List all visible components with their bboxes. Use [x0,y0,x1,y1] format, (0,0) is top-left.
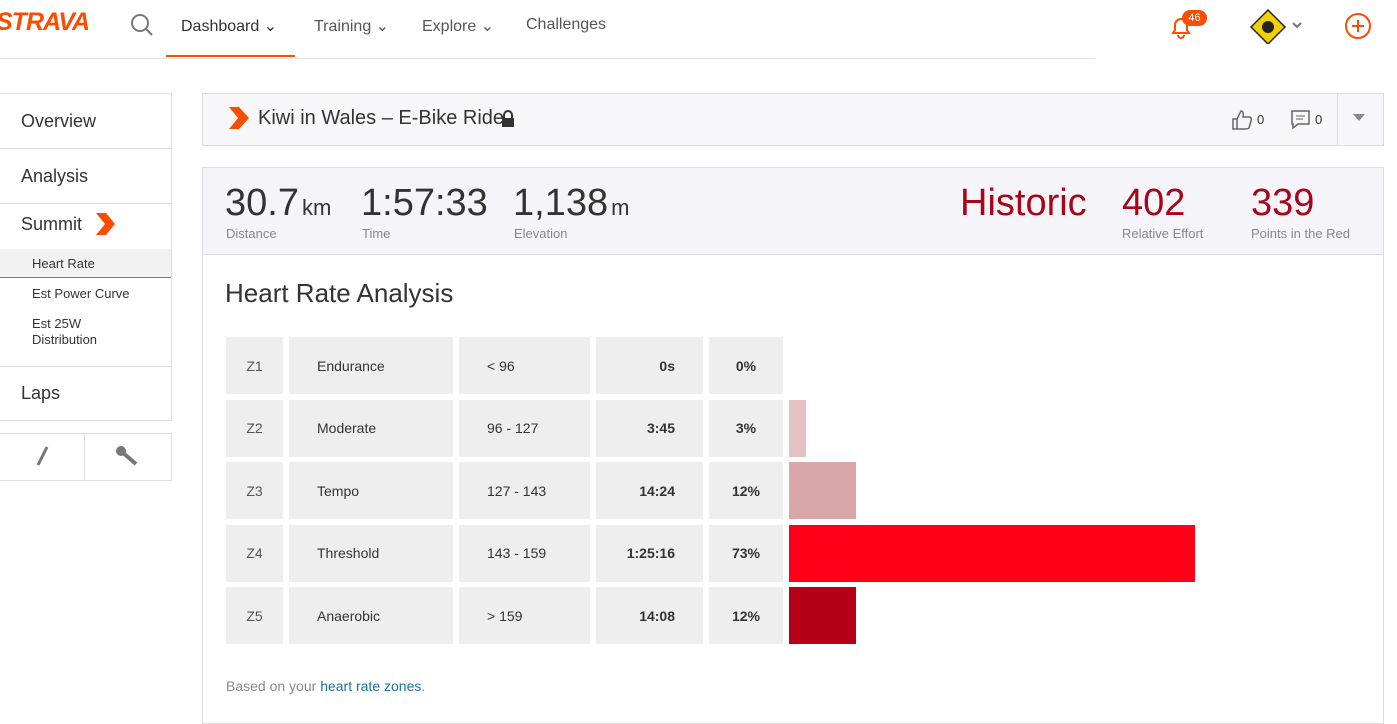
stat-unit: m [611,195,630,220]
comment-count: 0 [1315,112,1323,127]
zone-time: 14:08 [596,587,703,645]
divider [0,366,171,367]
kudos-count: 0 [1257,112,1265,127]
zone-bar [789,524,1195,582]
hr-title: Heart Rate Analysis [225,278,454,308]
zone-percent: 73% [709,524,783,582]
search-icon[interactable] [130,13,154,37]
zone-id: Z1 [226,337,283,394]
zone-name: Anaerobic [289,587,453,645]
comment-icon[interactable] [1290,109,1312,131]
more-dropdown[interactable] [1352,113,1366,123]
stat-label: Points in the Red [1251,226,1351,241]
zone-name: Endurance [289,337,453,394]
zone-name: Moderate [289,399,453,457]
footer-text: . [421,678,426,694]
stat-value: 1:57:33 [361,182,488,225]
zone-range: < 96 [459,337,590,394]
zone-name: Tempo [289,462,453,520]
zone-range: > 159 [459,587,590,645]
zone-bar [789,462,856,520]
nav-link[interactable]: Training ⌄ [314,18,390,35]
zone-id: Z4 [226,524,283,582]
nav-label: Explore [422,18,477,35]
zone-id: Z5 [226,587,283,645]
activity-header [202,93,1384,146]
stats-bar [202,167,1384,255]
stat-label: Relative Effort [1122,226,1204,241]
active-item-bg [0,249,171,278]
stat-label: Distance [226,226,277,241]
activity-icon [229,107,249,129]
zone-percent: 0% [709,337,783,394]
stat-number: 30.7 [225,182,299,224]
stat-unit: km [301,195,332,220]
sidebar-item[interactable]: Summit [21,214,83,234]
stat-label: Time [362,226,391,241]
stat-number: 1:57:33 [361,182,488,224]
kudos-icon[interactable] [1231,109,1253,131]
zone-time: 3:45 [596,399,703,457]
bell-icon[interactable] [1168,14,1194,40]
zone-percent: 12% [709,587,783,645]
zone-range: 143 - 159 [459,524,590,582]
logo[interactable]: STRAVA [0,8,90,36]
footer-text: Based on your [226,678,317,694]
zone-percent: 3% [709,399,783,457]
nav-label: Training [314,18,372,35]
nav-link[interactable]: Challenges [526,16,606,34]
sidebar-item[interactable]: Analysis [21,166,89,186]
zone-range: 96 - 127 [459,399,590,457]
stat-value: 30.7 km [225,182,331,225]
sidebar-subitem[interactable]: Est 25W Distribution [32,316,98,347]
top-nav [0,0,1095,59]
tool-box [0,433,172,481]
nav-link[interactable]: Dashboard ⌄ [181,18,278,35]
stat-value: 1,138 m [513,182,629,225]
edit-button[interactable] [32,444,54,468]
sidebar-item[interactable]: Laps [21,383,61,403]
footer-link[interactable]: heart rate zones [320,678,422,694]
notification-badge: 46 [1182,10,1207,26]
relative-effort: 402 [1122,182,1186,224]
sidebar-subitem[interactable]: Est Power Curve [32,286,130,301]
divider [1337,94,1338,145]
summit-icon [96,213,115,235]
zone-name: Threshold [289,524,453,582]
avatar[interactable] [1250,8,1306,44]
sidebar-subitem[interactable]: Heart Rate [32,256,95,271]
zone-time: 14:24 [596,462,703,520]
stat-label: Elevation [514,226,568,241]
hr-footer: Based on your heart rate zones. [226,678,425,694]
add-button[interactable] [1343,11,1373,41]
zone-time: 1:25:16 [596,524,703,582]
lock-icon [502,110,514,127]
divider [84,433,85,480]
nav-label: Challenges [526,16,607,33]
tools-button[interactable] [114,444,140,470]
activity-title: Kiwi in Wales – E-Bike Ride [258,107,505,129]
nav-label: Dashboard [181,18,260,35]
zone-id: Z3 [226,462,283,520]
nav-underline [166,55,295,57]
zone-percent: 12% [709,462,783,520]
zone-bar [789,587,856,645]
stat-number: 1,138 [513,182,609,224]
points-in-red: 339 [1251,182,1315,224]
zone-bar [789,399,806,457]
zone-id: Z2 [226,399,283,457]
effort-badge: Historic [960,182,1087,224]
zone-time: 0s [596,337,703,394]
zone-range: 127 - 143 [459,462,590,520]
divider [0,203,171,204]
divider [0,148,171,149]
sidebar-item[interactable]: Overview [21,111,97,131]
nav-link[interactable]: Explore ⌄ [422,18,495,35]
